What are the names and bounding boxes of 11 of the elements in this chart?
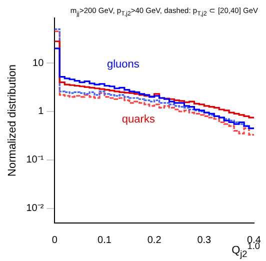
y-tick-label: 10⁻² <box>26 203 44 214</box>
y-tick-label: 1 <box>38 106 44 118</box>
y-tick-label: 10⁻¹ <box>26 154 44 166</box>
y-tick-label: 10 <box>32 58 44 69</box>
x-tick-label: 0 <box>52 234 58 246</box>
series-label: quarks <box>122 114 156 126</box>
x-tick-label: 0.2 <box>147 234 162 246</box>
x-tick-label: 0.3 <box>197 234 212 246</box>
x-tick-label: 0.1 <box>98 234 112 246</box>
y-axis-title: Normalized distribution <box>6 64 19 176</box>
series-label: gluons <box>106 58 140 70</box>
